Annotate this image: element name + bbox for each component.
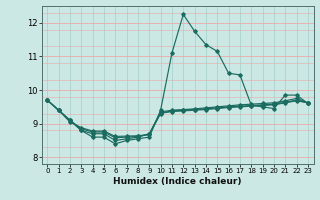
X-axis label: Humidex (Indice chaleur): Humidex (Indice chaleur): [113, 177, 242, 186]
